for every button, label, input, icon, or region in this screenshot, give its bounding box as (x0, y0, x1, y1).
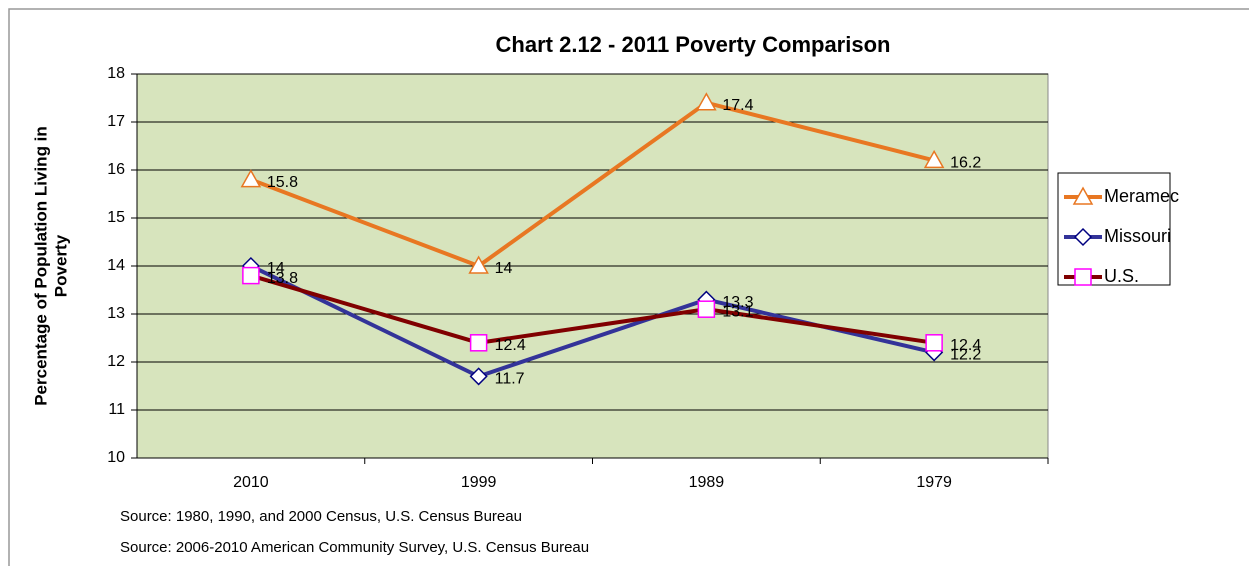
data-label: 11.7 (495, 371, 525, 388)
y-axis-label-line: Poverty (51, 234, 70, 297)
x-tick-label: 1979 (916, 474, 952, 491)
y-tick-label: 14 (107, 257, 125, 274)
data-label: 12.4 (495, 337, 526, 354)
data-label: 15.8 (267, 174, 298, 191)
marker (469, 334, 488, 352)
marker (1073, 227, 1093, 247)
data-label: 13.8 (267, 270, 298, 287)
series-line (250, 100, 935, 269)
chart-title: Chart 2.12 - 2011 Poverty Comparison (496, 32, 891, 57)
marker (923, 149, 945, 169)
legend-label: U.S. (1104, 266, 1139, 286)
y-tick-label: 15 (107, 209, 125, 226)
marker (240, 169, 262, 188)
marker (925, 334, 943, 352)
marker (696, 92, 717, 111)
legend-label: Missouri (1104, 226, 1171, 246)
series-line (250, 273, 935, 345)
data-label: 16.2 (950, 155, 981, 172)
y-tick-label: 11 (108, 401, 125, 418)
x-tick-label: 1999 (461, 474, 497, 491)
data-label: 12.2 (950, 347, 981, 364)
source-note: Source: 1980, 1990, and 2000 Census, U.S… (120, 508, 522, 525)
marker (1072, 186, 1094, 205)
data-label: 14 (267, 260, 285, 277)
marker (1074, 268, 1092, 286)
y-axis-label-line: Percentage of Population Living in (31, 126, 50, 406)
data-label: 13.1 (722, 303, 753, 320)
y-tick-label: 12 (107, 353, 125, 370)
y-tick-label: 16 (107, 161, 125, 178)
legend-box (1057, 172, 1171, 286)
y-tick-label: 10 (107, 449, 125, 466)
marker (469, 367, 488, 386)
source-note: Source: 2006-2010 American Community Sur… (120, 539, 589, 556)
x-tick-label: 2010 (233, 474, 269, 491)
y-tick-label: 13 (107, 305, 125, 322)
y-axis-label: Percentage of Population Living in Pover… (31, 126, 70, 406)
y-tick-label: 17 (107, 113, 125, 130)
marker (242, 266, 260, 285)
x-tick-label: 1989 (689, 474, 725, 491)
legend-label: Meramec (1104, 186, 1179, 206)
y-tick-label: 18 (107, 65, 125, 82)
data-label: 12.4 (950, 337, 981, 354)
marker (697, 300, 716, 318)
data-label: 14 (495, 260, 513, 277)
frame (8, 8, 1249, 566)
marker (468, 255, 489, 274)
data-label: 13.3 (722, 294, 753, 311)
data-label: 17.4 (722, 97, 753, 114)
